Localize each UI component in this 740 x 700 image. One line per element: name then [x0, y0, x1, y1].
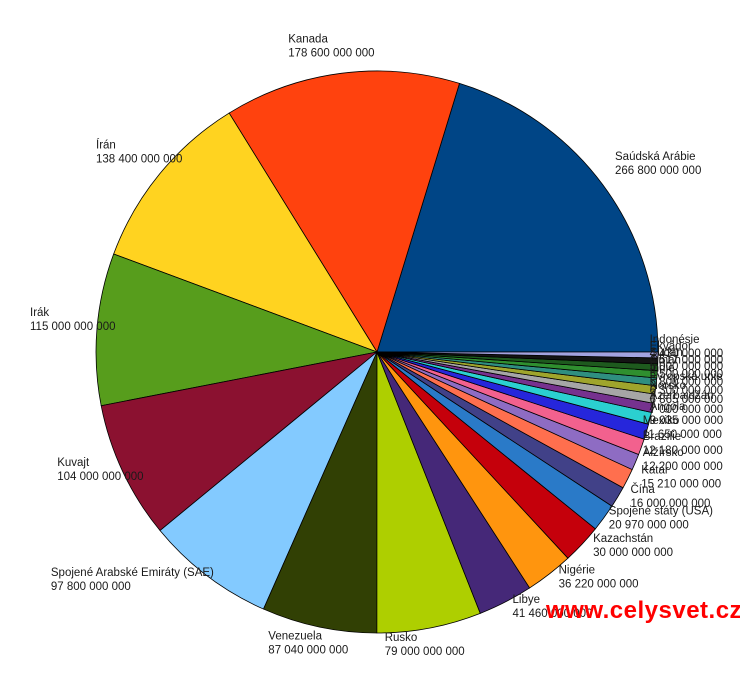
slice-value-irak: 115 000 000 000 [30, 321, 115, 333]
slice-label-angola: Angola [650, 401, 686, 413]
slice-value-saudska-arabie: 266 800 000 000 [615, 165, 701, 177]
slice-value-cina: 16 000 000 000 [631, 498, 711, 510]
pie-slice-indonesie [376, 351, 659, 359]
slice-label-kuvajt: Kuvajt [57, 457, 90, 469]
slice-label-evropska-unie: Evropská unie [650, 371, 723, 383]
slice-label-iran: Írán [96, 138, 116, 151]
slice-value-oman: 5 500 000 000 [650, 369, 724, 381]
pie-slice-saudska-arabie [376, 82, 659, 353]
slice-value-usa: 20 970 000 000 [609, 520, 689, 532]
slice-label-irak: Irák [30, 307, 49, 319]
slice-label-sae: Spojené Arabské Emiráty (SAE) [51, 567, 214, 579]
slice-label-indonesie: Indonésie [650, 334, 700, 346]
slice-value-indonesie: 4 430 000 000 [650, 348, 724, 360]
pie-slice-venezuela [263, 351, 378, 634]
slice-label-ekvador: Ekvádor [650, 340, 692, 352]
slice-value-angola: 9 035 000 000 [650, 415, 724, 427]
slice-label-saudska-arabie: Saúdská Arábie [615, 151, 696, 163]
pie-slice-irak [95, 253, 378, 407]
slice-value-kazachstan: 30 000 000 000 [593, 547, 673, 559]
slice-label-brazilie: Brazílie [643, 431, 681, 443]
slice-value-nigerie: 36 220 000 000 [559, 579, 639, 591]
slice-value-sae: 97 800 000 000 [51, 581, 131, 593]
slice-label-mexiko: Mexiko [643, 415, 679, 427]
slice-value-norsko: 6 865 000 000 [650, 394, 724, 406]
slice-label-katar: Katar [641, 465, 669, 477]
slice-label-cina: Čína [631, 483, 656, 496]
slice-value-kuvajt: 104 000 000 000 [57, 471, 143, 483]
slice-label-alzirsko: Alžírsko [643, 447, 684, 459]
slice-label-sudan: Súdán [650, 347, 683, 359]
slice-label-rusko: Rusko [385, 632, 418, 644]
slice-label-kazachstan: Kazachstán [593, 533, 653, 545]
slice-label-indie: Indie [650, 363, 675, 375]
slice-value-alzirsko: 12 200 000 000 [643, 461, 723, 473]
slice-value-kanada: 178 600 000 000 [288, 47, 374, 59]
slice-label-kanada: Kanada [288, 33, 328, 45]
pie-slice-sae [159, 351, 378, 610]
watermark-text: www.celysvet.cz [546, 597, 740, 624]
slice-value-brazilie: 12 180 000 000 [643, 445, 723, 457]
slice-value-ekvador: 4 517 000 000 [650, 354, 724, 366]
slice-label-norsko: Norsko [650, 380, 686, 392]
pie-slice-kuvajt [100, 351, 378, 531]
slice-value-azerbajdzan: 7 000 000 000 [650, 404, 724, 416]
pie-slice-iran [113, 112, 378, 353]
slice-value-venezuela: 87 040 000 000 [268, 645, 348, 657]
slice-value-sudan: 5 000 000 000 [650, 361, 724, 373]
slice-label-nigerie: Nigérie [559, 565, 595, 577]
slice-value-katar: 15 210 000 000 [641, 479, 721, 491]
slice-value-mexiko: 11 650 000 000 [643, 429, 722, 441]
slice-value-iran: 138 400 000 000 [96, 153, 182, 165]
slice-label-libye: Libye [513, 594, 541, 606]
pie-slice-kanada [228, 70, 460, 353]
slice-label-venezuela: Venezuela [268, 631, 322, 643]
slice-label-usa: Spojené státy (USA) [609, 506, 713, 518]
slice-value-libye: 41 460 000 000 [513, 608, 593, 620]
slice-value-indie: 5 800 000 000 [650, 377, 724, 389]
slice-value-evropska-unie: 6 300 000 000 [650, 385, 724, 397]
slice-label-azerbajdzan: Azerbajdžán [650, 390, 714, 402]
slice-value-rusko: 79 000 000 000 [385, 646, 465, 658]
slice-label-oman: Omán [650, 355, 681, 367]
